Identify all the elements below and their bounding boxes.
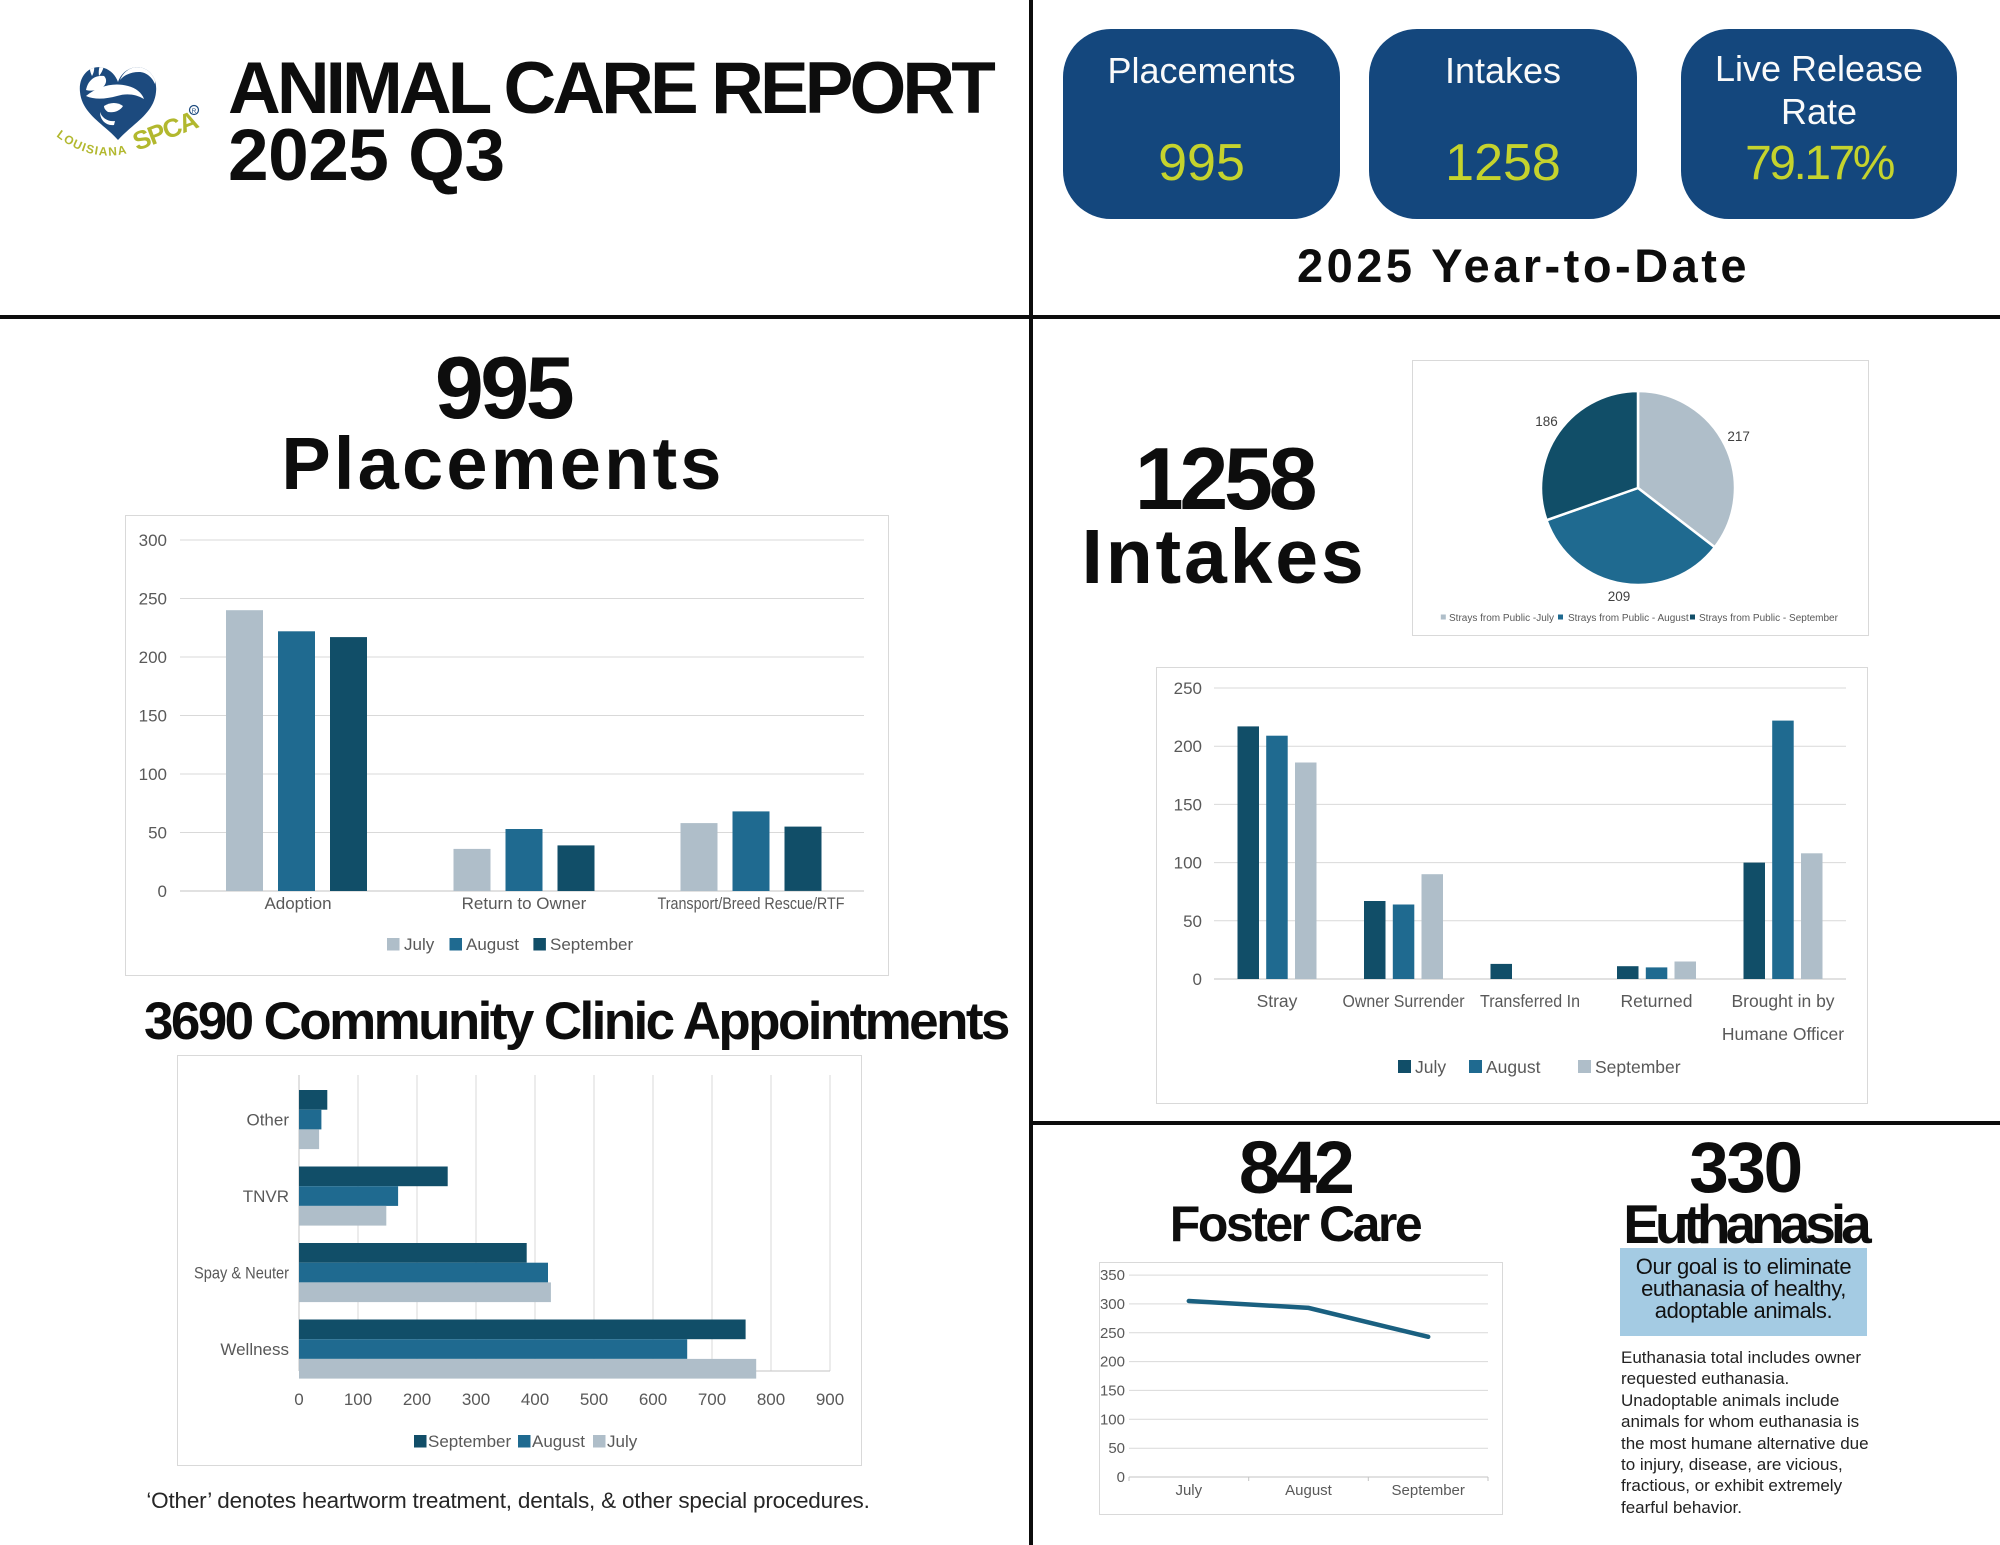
svg-text:Returned: Returned <box>1621 991 1693 1011</box>
svg-text:July: July <box>607 1432 638 1451</box>
svg-text:217: 217 <box>1727 429 1750 444</box>
svg-text:100: 100 <box>1100 1411 1125 1428</box>
svg-text:200: 200 <box>1100 1354 1125 1371</box>
svg-text:200: 200 <box>139 648 167 667</box>
svg-text:350: 350 <box>1100 1267 1125 1284</box>
svg-text:186: 186 <box>1535 414 1558 429</box>
svg-text:Transferred In: Transferred In <box>1480 991 1580 1011</box>
svg-text:Spay & Neuter: Spay & Neuter <box>194 1264 289 1283</box>
svg-text:50: 50 <box>1183 912 1202 931</box>
svg-text:September: September <box>1392 1482 1465 1499</box>
svg-text:250: 250 <box>1174 679 1202 698</box>
svg-text:August: August <box>532 1432 585 1451</box>
svg-text:100: 100 <box>139 765 167 784</box>
svg-text:150: 150 <box>1100 1382 1125 1399</box>
svg-text:300: 300 <box>1100 1296 1125 1313</box>
svg-text:209: 209 <box>1608 589 1631 604</box>
svg-text:50: 50 <box>1108 1440 1125 1457</box>
svg-text:0: 0 <box>294 1390 303 1409</box>
svg-text:Brought in by: Brought in by <box>1731 991 1834 1011</box>
svg-text:July: July <box>1415 1057 1446 1077</box>
svg-text:Return to Owner: Return to Owner <box>462 894 587 913</box>
svg-text:July: July <box>404 935 435 954</box>
svg-text:500: 500 <box>580 1390 608 1409</box>
svg-text:300: 300 <box>139 531 167 550</box>
svg-text:August: August <box>1285 1482 1333 1499</box>
svg-text:700: 700 <box>698 1390 726 1409</box>
svg-text:September: September <box>1595 1057 1681 1077</box>
svg-text:R: R <box>192 108 197 115</box>
svg-text:Strays from Public - August: Strays from Public - August <box>1568 613 1689 624</box>
svg-text:Strays from Public -July: Strays from Public -July <box>1449 613 1554 624</box>
svg-text:Strays from Public - September: Strays from Public - September <box>1699 613 1839 624</box>
svg-text:0: 0 <box>158 882 167 901</box>
svg-text:50: 50 <box>148 824 167 843</box>
svg-text:150: 150 <box>139 707 167 726</box>
svg-text:July: July <box>1175 1482 1202 1499</box>
svg-text:Owner Surrender: Owner Surrender <box>1343 991 1465 1011</box>
svg-text:900: 900 <box>816 1390 844 1409</box>
svg-text:0: 0 <box>1117 1469 1125 1486</box>
svg-text:August: August <box>1486 1057 1541 1077</box>
svg-text:200: 200 <box>403 1390 431 1409</box>
svg-text:300: 300 <box>462 1390 490 1409</box>
svg-text:800: 800 <box>757 1390 785 1409</box>
svg-text:150: 150 <box>1174 795 1202 814</box>
svg-text:Humane Officer: Humane Officer <box>1722 1024 1844 1044</box>
svg-text:0: 0 <box>1193 970 1202 989</box>
svg-text:200: 200 <box>1174 737 1202 756</box>
svg-text:September: September <box>550 935 633 954</box>
svg-text:September: September <box>428 1432 511 1451</box>
svg-text:Transport/Breed Rescue/RTF: Transport/Breed Rescue/RTF <box>658 894 845 913</box>
svg-text:100: 100 <box>1174 854 1202 873</box>
svg-text:400: 400 <box>521 1390 549 1409</box>
svg-text:Other: Other <box>246 1111 289 1130</box>
svg-text:250: 250 <box>139 590 167 609</box>
svg-text:Stray: Stray <box>1257 991 1298 1011</box>
svg-text:Wellness: Wellness <box>220 1340 289 1359</box>
svg-text:TNVR: TNVR <box>243 1187 289 1206</box>
svg-text:August: August <box>466 935 519 954</box>
svg-text:250: 250 <box>1100 1325 1125 1342</box>
svg-text:600: 600 <box>639 1390 667 1409</box>
svg-text:Adoption: Adoption <box>264 894 331 913</box>
svg-text:100: 100 <box>344 1390 372 1409</box>
